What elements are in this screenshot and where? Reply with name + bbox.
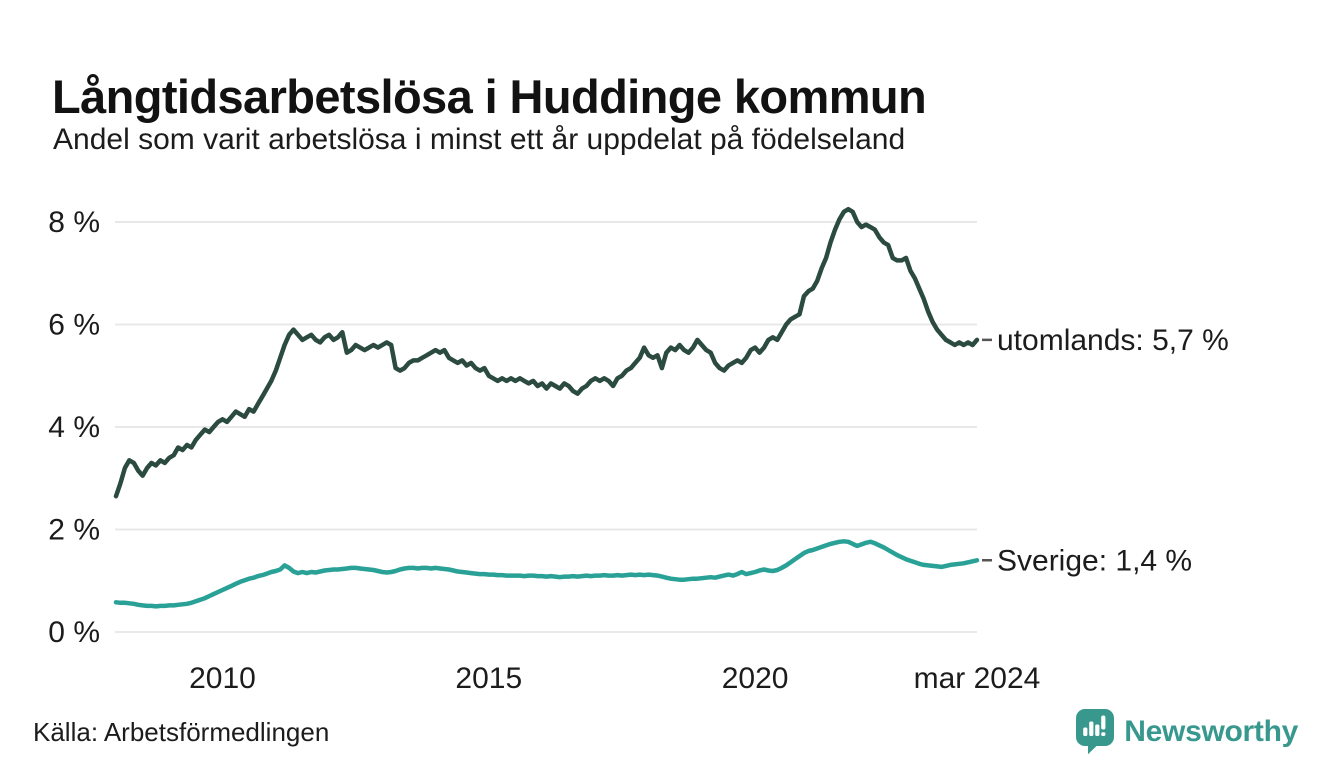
y-tick-label: 2 %: [48, 514, 100, 547]
series-end-label-Sverige: Sverige: 1,4 %: [997, 544, 1192, 577]
y-tick-label: 8 %: [48, 206, 100, 239]
bar-chart-pin-icon: [1076, 709, 1115, 755]
y-tick-label: 0 %: [48, 616, 100, 649]
newsworthy-wordmark: Newsworthy: [1124, 714, 1298, 748]
x-tick-label: 2015: [455, 662, 522, 695]
x-tick-label: 2020: [722, 662, 789, 695]
y-tick-label: 4 %: [48, 411, 100, 444]
newsworthy-logo: Newsworthy: [1075, 708, 1298, 755]
page-title: Långtidsarbetslösa i Huddinge kommun: [52, 70, 927, 124]
source-note: Källa: Arbetsförmedlingen: [33, 717, 330, 747]
y-tick-label: 6 %: [48, 309, 100, 342]
series-line-utomlands: [113, 206, 980, 499]
series-line-Sverige: [113, 539, 980, 609]
x-tick-label: 2010: [189, 662, 256, 695]
chart-subtitle: Andel som varit arbetslösa i minst ett å…: [53, 123, 906, 156]
x-tick-label: mar 2024: [914, 662, 1041, 695]
series-end-label-utomlands: utomlands: 5,7 %: [997, 324, 1229, 357]
